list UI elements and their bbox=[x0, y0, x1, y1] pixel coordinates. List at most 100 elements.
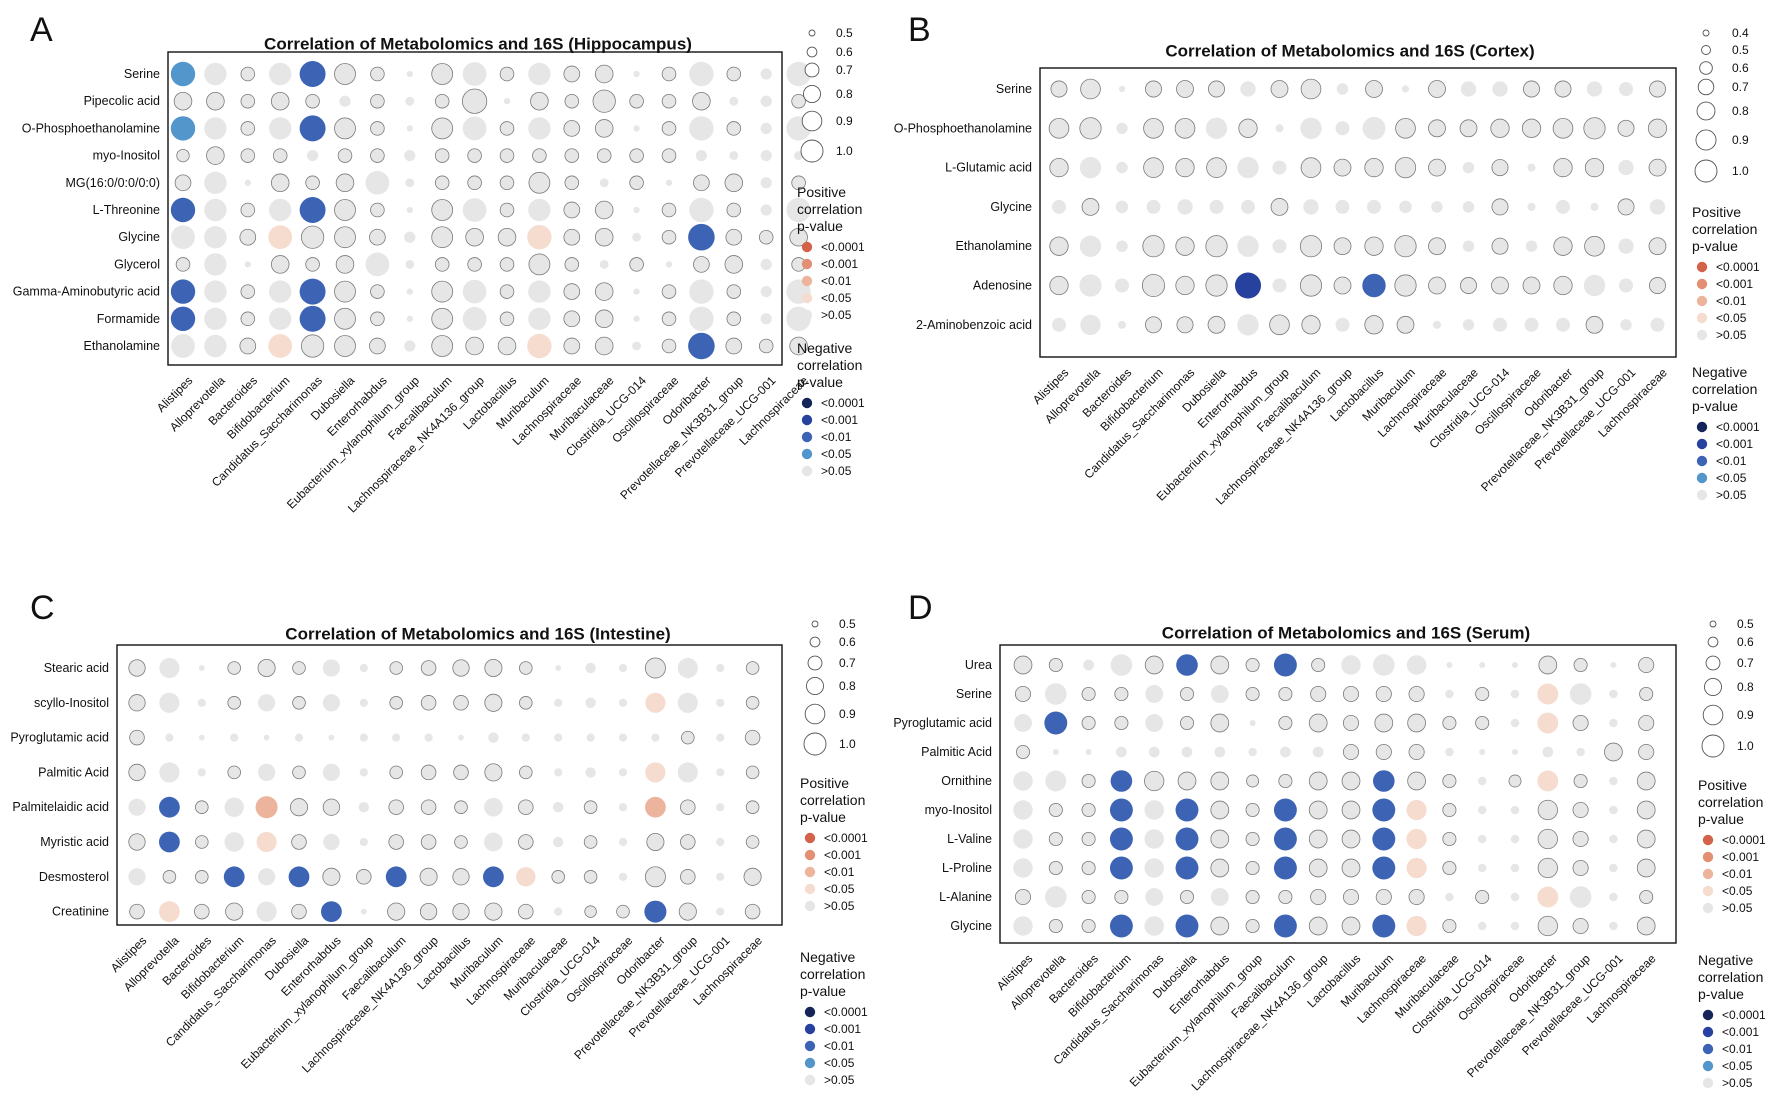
dot-palmitic-acid-odoribacter bbox=[1542, 746, 1554, 758]
dot-ethanolamine-lachnospiraceae bbox=[563, 337, 581, 355]
size-legend-label: 0.7 bbox=[1732, 80, 1749, 94]
dot-stearic-acid-lactobacillus bbox=[452, 659, 470, 677]
dot-serine-dubosiella bbox=[1179, 686, 1195, 702]
dot-formamide-muribaculum bbox=[528, 307, 551, 330]
dot-glycerol-muribaculaceae bbox=[599, 259, 609, 269]
dot-l-proline-dubosiella bbox=[1175, 856, 1199, 880]
dot-serine-candidatus-saccharimonas bbox=[1145, 685, 1164, 703]
dot-urea-alloprevotella bbox=[1048, 657, 1063, 673]
dot-palmitic-acid-dubosiella bbox=[1181, 746, 1193, 758]
row-label-myo-inositol: myo-Inositol bbox=[93, 149, 160, 163]
dot-desmosterol-enterorhabdus bbox=[322, 867, 341, 886]
dot-desmosterol-bacteroides bbox=[195, 870, 209, 884]
dot-stearic-acid-bacteroides bbox=[198, 665, 205, 671]
dot-myristic-acid-clostridia-ucg-014 bbox=[583, 835, 598, 849]
dot-l-glutamic-acid-prevotellaceae-nk3b31-group bbox=[1584, 157, 1605, 178]
dot-serine-clostridia-ucg-014 bbox=[1475, 686, 1490, 702]
dot-serine-prevotellaceae-ucg-001 bbox=[1609, 689, 1618, 699]
dot-pyroglutamic-acid-odoribacter bbox=[1537, 712, 1559, 734]
dot-serine-dubosiella bbox=[334, 63, 356, 85]
dot-myristic-acid-prevotellaceae-nk3b31-group bbox=[680, 834, 696, 850]
dot-gamma-aminobutyric-acid-eubacterium-xylanophilum-group bbox=[406, 288, 413, 295]
dot-scyllo-inositol-bifidobacterium bbox=[227, 696, 241, 710]
dot-2-aminobenzoic-acid-eubacterium-xylanophilum-group bbox=[1269, 314, 1290, 336]
negative-legend-swatch bbox=[801, 431, 813, 443]
dot-myo-inositol-eubacterium-xylanophilum-group bbox=[1245, 802, 1260, 818]
row-label-palmitelaidic-acid: Palmitelaidic acid bbox=[12, 800, 109, 814]
size-legend-label: 1.0 bbox=[839, 737, 856, 751]
dot-serine-muribaculaceae bbox=[1445, 689, 1454, 699]
dot-l-threonine-oscillospiraceae bbox=[661, 202, 677, 218]
dot-pipecolic-acid-odoribacter bbox=[692, 91, 711, 111]
dot-myo-inositol-bacteroides bbox=[240, 148, 256, 163]
dot-glycine-muribaculum bbox=[527, 225, 552, 250]
dot-formamide-lachnospiraceae-nk4a136-group bbox=[462, 306, 487, 331]
positive-legend-label: <0.01 bbox=[1716, 294, 1747, 308]
negative-legend-swatch bbox=[1702, 1077, 1714, 1089]
dot-adenosine-candidatus-saccharimonas bbox=[1175, 275, 1195, 296]
dot-2-aminobenzoic-acid-faecalibaculum bbox=[1301, 315, 1321, 335]
dot-desmosterol-clostridia-ucg-014 bbox=[583, 870, 598, 884]
dot-o-phosphoethanolamine-clostridia-ucg-014 bbox=[633, 125, 640, 132]
dot-stearic-acid-dubosiella bbox=[292, 661, 306, 675]
dot-scyllo-inositol-alistipes bbox=[128, 694, 146, 712]
dot-scyllo-inositol-faecalibaculum bbox=[389, 696, 403, 710]
dot-pipecolic-acid-lactobacillus bbox=[503, 98, 511, 105]
size-legend-circle-1 bbox=[806, 46, 818, 58]
dot-ethanolamine-lachnospiraceae-nk4a136-group bbox=[1333, 237, 1352, 256]
dot-o-phosphoethanolamine-oscillospiraceae bbox=[1521, 118, 1542, 138]
positive-legend-swatch bbox=[1702, 851, 1714, 863]
dot-glycine-oscillospiraceae bbox=[1510, 921, 1520, 931]
dot-l-glutamic-acid-bifidobacterium bbox=[1143, 157, 1164, 178]
size-legend-circle-4 bbox=[1696, 101, 1716, 121]
dot-2-aminobenzoic-acid-bifidobacterium bbox=[1145, 316, 1162, 334]
size-legend-label: 0.7 bbox=[1737, 656, 1754, 670]
dot-palmitic-acid-lachnospiraceae-nk4a136-group bbox=[1312, 746, 1324, 758]
dot-glycine-alloprevotella bbox=[1048, 918, 1063, 934]
dot-scyllo-inositol-oscillospiraceae bbox=[618, 698, 628, 707]
dot-desmosterol-oscillospiraceae bbox=[618, 872, 628, 881]
dot-myristic-acid-muribaculum bbox=[484, 832, 503, 852]
dot-glycine-alistipes bbox=[1013, 916, 1033, 936]
size-legend-circle-1 bbox=[1707, 636, 1719, 648]
dot-ethanolamine-lachnospiraceae-nk4a136-group bbox=[465, 336, 484, 356]
dot-l-valine-bifidobacterium bbox=[1109, 827, 1133, 851]
dot-l-alanine-odoribacter bbox=[1537, 886, 1559, 908]
dot-formamide-bacteroides bbox=[240, 311, 256, 327]
dot-ethanolamine-enterorhabdus bbox=[369, 337, 386, 355]
dot-l-glutamic-acid-muribaculaceae bbox=[1462, 161, 1475, 174]
dot-glycine-eubacterium-xylanophilum-group bbox=[404, 231, 416, 243]
dot-mg-16-0-0-0-0-0-dubosiella bbox=[335, 173, 355, 193]
dot-ornithine-lachnospiraceae bbox=[1636, 771, 1656, 791]
row-label-l-threonine: L-Threonine bbox=[93, 203, 160, 217]
size-legend-circle-3 bbox=[803, 85, 821, 103]
dot-ornithine-faecalibaculum bbox=[1278, 773, 1293, 789]
dot-palmitic-acid-bifidobacterium bbox=[227, 765, 241, 780]
dot-ethanolamine-muribaculaceae bbox=[1462, 240, 1475, 252]
row-label-formamide: Formamide bbox=[97, 312, 160, 326]
dot-myristic-acid-eubacterium-xylanophilum-group bbox=[359, 837, 368, 847]
positive-legend-swatch bbox=[1702, 885, 1714, 897]
dot-l-valine-bacteroides bbox=[1081, 831, 1096, 847]
size-legend-label: 0.6 bbox=[836, 45, 853, 59]
dot-ethanolamine-clostridia-ucg-014 bbox=[1491, 237, 1509, 255]
negative-legend-title: p-value bbox=[1698, 986, 1744, 1002]
dot-palmitelaidic-acid-oscillospiraceae bbox=[618, 803, 628, 812]
dot-urea-odoribacter bbox=[1538, 655, 1558, 675]
dot-urea-muribaculum bbox=[1373, 654, 1395, 676]
dot-2-aminobenzoic-acid-enterorhabdus bbox=[1237, 314, 1259, 336]
dot-adenosine-oscillospiraceae bbox=[1522, 276, 1541, 295]
dot-serine-oscillospiraceae bbox=[1510, 689, 1520, 699]
dot-palmitic-acid-alloprevotella bbox=[1052, 748, 1059, 756]
negative-legend-swatch bbox=[1696, 438, 1708, 450]
positive-legend-title: correlation bbox=[800, 792, 865, 808]
positive-legend-label: <0.0001 bbox=[1722, 833, 1766, 847]
dot-adenosine-bifidobacterium bbox=[1141, 273, 1166, 298]
dot-glycine-enterorhabdus bbox=[1241, 199, 1255, 214]
dot-urea-eubacterium-xylanophilum-group bbox=[1245, 657, 1260, 673]
dot-o-phosphoethanolamine-enterorhabdus bbox=[370, 121, 385, 136]
dot-pyroglutamic-acid-muribaculaceae bbox=[554, 733, 563, 742]
dot-pyroglutamic-acid-bacteroides bbox=[198, 734, 205, 741]
dot-palmitic-acid-eubacterium-xylanophilum-group bbox=[359, 768, 368, 777]
dot-l-glutamic-acid-bacteroides bbox=[1116, 161, 1128, 174]
